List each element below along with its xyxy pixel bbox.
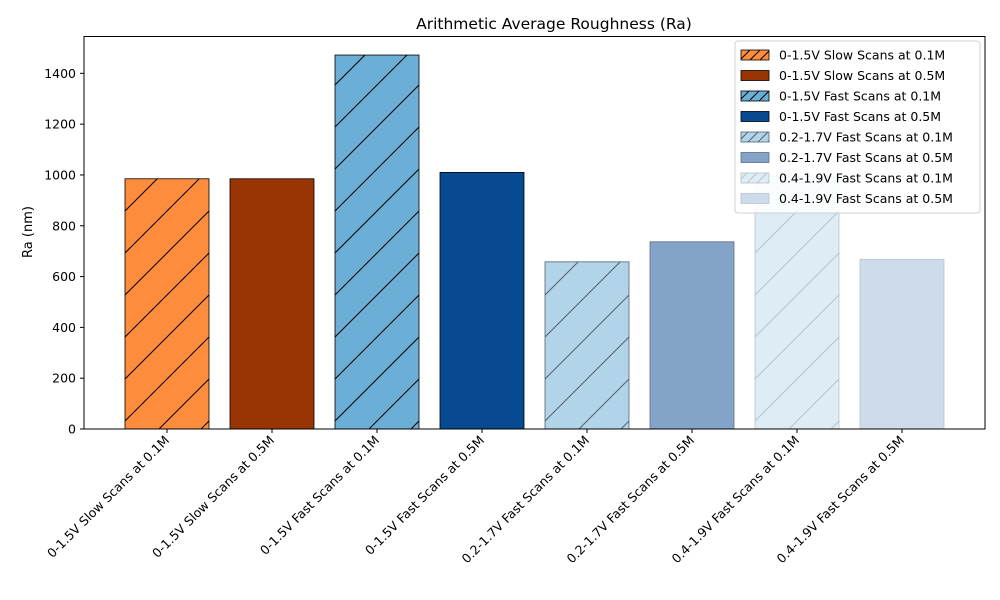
y-axis: 0 200 400 600 800 1000 1200 1400 (44, 66, 84, 437)
bar-2 (229, 178, 315, 430)
bar-6 (649, 241, 735, 430)
legend-label: 0-1.5V Fast Scans at 0.1M (779, 89, 941, 104)
legend-label: 0.2-1.7V Fast Scans at 0.5M (779, 150, 953, 165)
x-tick-label: 0-1.5V Fast Scans at 0.1M (257, 433, 382, 558)
x-tick-label: 0.4-1.9V Fast Scans at 0.5M (774, 433, 908, 567)
y-tick-label: 400 (52, 320, 76, 335)
y-tick-label: 200 (52, 371, 76, 386)
legend-label: 0-1.5V Slow Scans at 0.1M (779, 48, 945, 63)
bar-1 (124, 178, 210, 430)
y-axis-label: Ra (nm) (21, 206, 36, 258)
legend-swatch (740, 111, 770, 122)
bar-7 (754, 175, 840, 430)
legend-label: 0-1.5V Fast Scans at 0.5M (779, 109, 941, 124)
y-tick-label: 1200 (44, 117, 76, 132)
chart-title: Arithmetic Average Roughness (Ra) (416, 15, 692, 33)
bar-3 (334, 54, 420, 430)
legend-label: 0.4-1.9V Fast Scans at 0.5M (779, 191, 953, 206)
x-tick-label: 0-1.5V Fast Scans at 0.5M (362, 433, 487, 558)
x-axis: 0-1.5V Slow Scans at 0.1M0-1.5V Slow Sca… (44, 429, 907, 566)
legend-swatch (740, 49, 770, 61)
legend-frame (734, 40, 981, 214)
legend-swatch (740, 70, 770, 81)
x-tick-label: 0-1.5V Slow Scans at 0.5M (149, 433, 277, 561)
y-tick-label: 600 (52, 269, 76, 284)
legend: 0-1.5V Slow Scans at 0.1M 0-1.5V Slow Sca… (734, 40, 981, 214)
bar-5 (544, 261, 630, 430)
legend-swatch (740, 193, 770, 204)
legend-label: 0.2-1.7V Fast Scans at 0.1M (779, 130, 953, 145)
y-tick-label: 1400 (44, 66, 76, 81)
x-tick-label: 0-1.5V Slow Scans at 0.1M (44, 433, 172, 561)
y-tick-label: 1000 (44, 167, 76, 182)
bars-group (124, 54, 945, 430)
legend-label: 0-1.5V Slow Scans at 0.5M (779, 68, 945, 83)
bar-8 (859, 258, 945, 430)
y-tick-label: 800 (52, 218, 76, 233)
y-tick-label: 0 (68, 422, 76, 437)
bar-4 (439, 172, 525, 430)
legend-swatch (740, 90, 770, 102)
legend-swatch (740, 172, 770, 184)
legend-label: 0.4-1.9V Fast Scans at 0.1M (779, 171, 953, 186)
plot-frame (83, 36, 986, 430)
legend-swatch (740, 131, 770, 143)
legend-swatch (740, 152, 770, 163)
